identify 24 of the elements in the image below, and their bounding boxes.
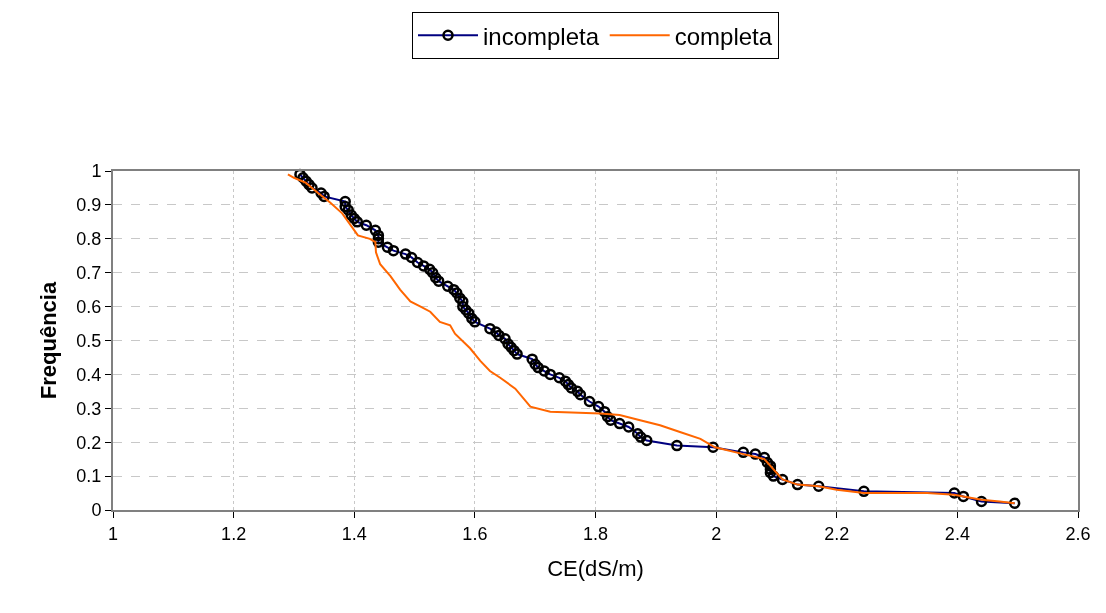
- y-tick-label: 1: [91, 161, 102, 182]
- legend-label: incompleta: [483, 22, 600, 50]
- x-tick-label: 2.6: [1065, 523, 1091, 544]
- y-tick-label: 0.6: [76, 296, 102, 317]
- x-axis-title: CE(dS/m): [547, 556, 644, 581]
- y-tick-label: 0.9: [76, 195, 102, 216]
- x-tick-label: 1.8: [582, 523, 609, 544]
- y-tick-label: 0.3: [76, 398, 102, 419]
- y-tick-label: 0.4: [76, 364, 102, 385]
- y-tick-label: 0: [91, 500, 102, 521]
- y-tick-label: 0.1: [76, 466, 102, 487]
- y-tick-label: 0.8: [76, 229, 102, 250]
- y-tick-label: 0.2: [76, 432, 102, 453]
- x-tick-label: 2.4: [944, 523, 970, 544]
- x-tick-label: 2: [711, 523, 722, 544]
- legend-label: completa: [674, 22, 773, 50]
- y-axis-title: Frequência: [35, 281, 61, 400]
- x-tick-label: 1.2: [221, 523, 247, 544]
- x-tick-label: 1: [107, 523, 119, 544]
- y-tick-label: 0.5: [76, 330, 102, 351]
- x-tick-label: 1.4: [341, 523, 367, 544]
- x-tick-label: 2.2: [824, 523, 850, 544]
- y-tick-label: 0.7: [76, 263, 102, 283]
- x-tick-label: 1.6: [462, 523, 488, 544]
